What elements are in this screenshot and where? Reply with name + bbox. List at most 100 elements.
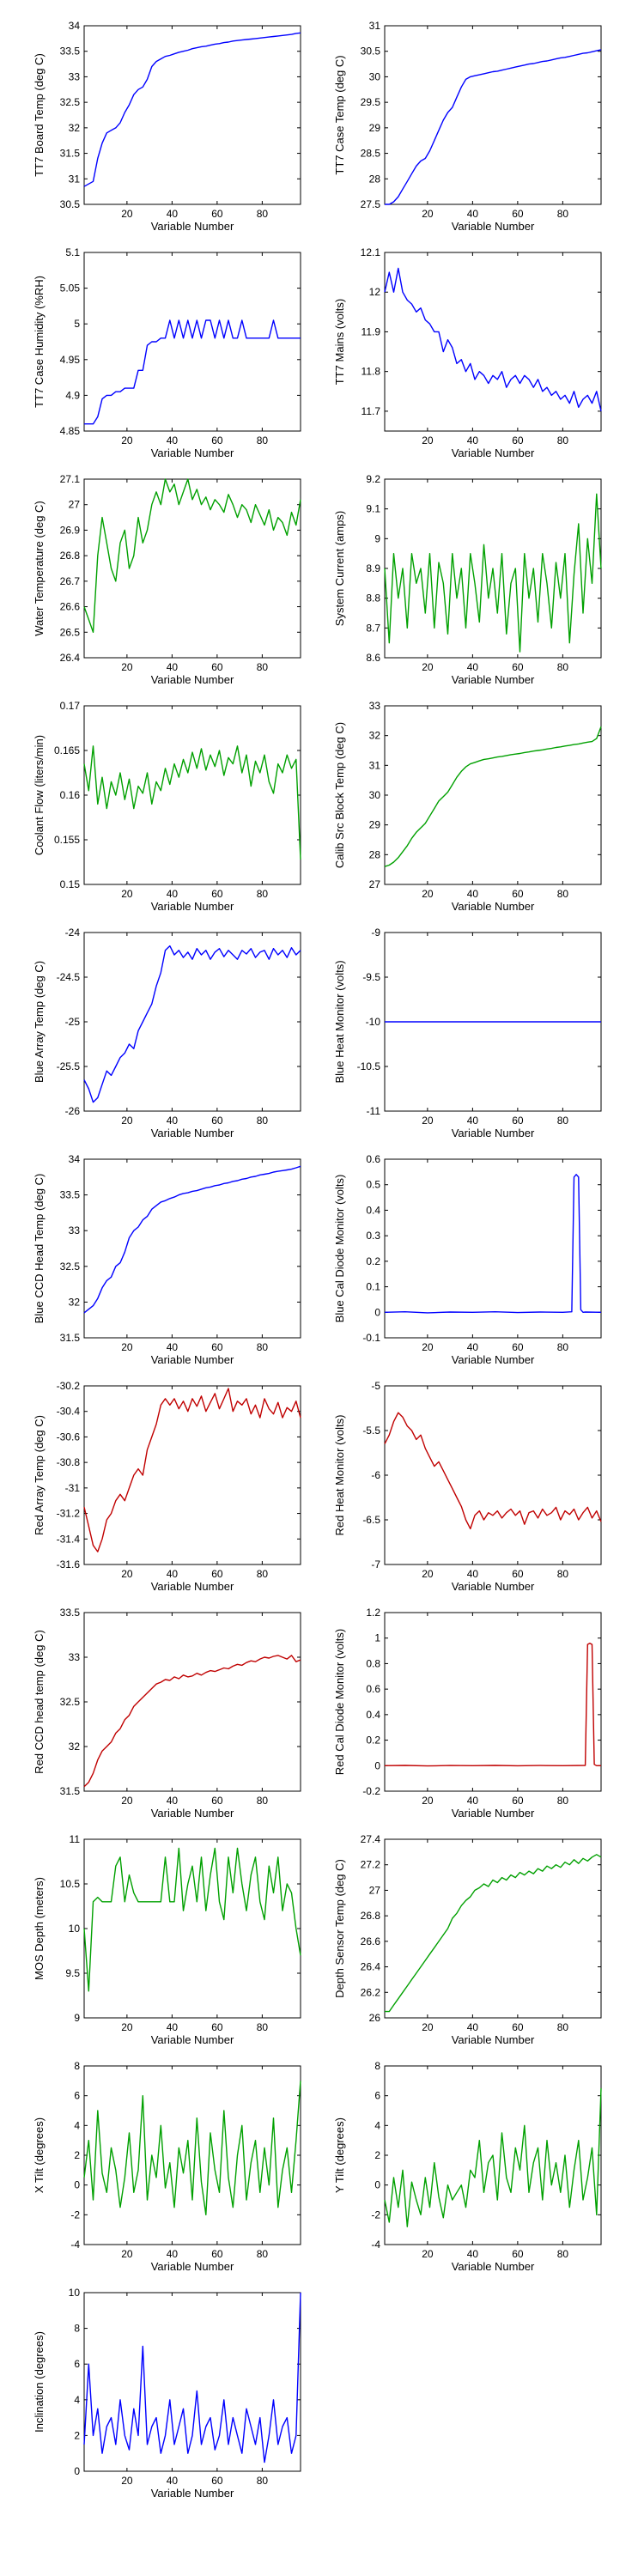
- x-tick-label: 40: [167, 2248, 179, 2260]
- x-tick-label: 40: [467, 2248, 479, 2260]
- series-line: [83, 1165, 301, 1314]
- plot-frame: [83, 2292, 301, 2472]
- plot-frame: [83, 2065, 301, 2245]
- y-tick-label: -10: [366, 1016, 381, 1028]
- y-tick-label: 8: [74, 2323, 80, 2335]
- plot-frame: [384, 1838, 602, 2019]
- x-tick-label: 60: [211, 1795, 223, 1807]
- x-tick-label: 80: [557, 1341, 569, 1353]
- y-tick-label: 30.5: [361, 46, 381, 58]
- chart-1: 20 40 60 80 30.5 31 31.5 32 32.5 33 33.5 34 Variable…: [33, 20, 301, 233]
- y-tick-label: 8.9: [366, 562, 380, 574]
- y-tick-label: -24: [65, 927, 81, 939]
- plot-frame: [83, 1385, 301, 1565]
- y-tick-label: 27.1: [60, 473, 81, 485]
- y-tick-label: 8: [74, 2060, 80, 2072]
- x-tick-label: 60: [211, 1341, 223, 1353]
- y-tick-label: -30.2: [57, 1380, 81, 1392]
- y-tick-label: 34: [69, 20, 81, 32]
- x-tick-label: 20: [422, 2021, 434, 2033]
- y-tick-label: 10: [69, 2287, 81, 2299]
- y-tick-label: 0: [374, 2179, 380, 2191]
- y-tick-label: -30.8: [57, 1456, 81, 1468]
- x-tick-label: 20: [121, 1341, 133, 1353]
- y-tick-label: 32: [69, 122, 81, 134]
- y-tick-label: 30: [369, 789, 381, 801]
- series-line: [83, 1847, 301, 1992]
- y-tick-label: 11.8: [361, 366, 381, 378]
- y-axis-label: TT7 Case Temp (deg C): [333, 55, 346, 174]
- x-tick-label: 20: [121, 888, 133, 900]
- plot-frame: [83, 1158, 301, 1339]
- x-tick-label: 60: [512, 1341, 524, 1353]
- y-tick-label: 0.2: [366, 1735, 380, 1747]
- x-tick-label: 20: [121, 1795, 133, 1807]
- y-tick-label: 1.2: [366, 1607, 380, 1619]
- x-axis-label: Variable Number: [151, 2033, 234, 2046]
- x-tick-label: 20: [422, 2248, 434, 2260]
- y-tick-label: 0.6: [366, 1683, 380, 1695]
- y-tick-label: 1: [374, 1632, 380, 1644]
- y-axis-label: Blue Array Temp (deg C): [33, 961, 46, 1083]
- y-tick-label: 33: [69, 1224, 81, 1236]
- x-tick-label: 20: [422, 661, 434, 673]
- y-tick-label: 0: [374, 1759, 380, 1771]
- y-tick-label: 26.8: [361, 1910, 381, 1922]
- x-axis-label: Variable Number: [151, 2260, 234, 2273]
- y-tick-label: 8.8: [366, 592, 380, 605]
- plot-frame: [384, 1158, 602, 1339]
- y-tick-label: -4: [371, 2239, 380, 2251]
- y-tick-label: -31.4: [57, 1533, 81, 1545]
- y-tick-label: 11.9: [361, 325, 381, 337]
- x-tick-label: 40: [167, 888, 179, 900]
- y-tick-label: 32.5: [60, 1696, 81, 1708]
- series-line: [384, 493, 602, 653]
- series-line: [384, 1412, 602, 1530]
- x-tick-label: 80: [257, 1115, 269, 1127]
- x-tick-label: 60: [512, 208, 524, 220]
- y-tick-label: -31.2: [57, 1508, 81, 1520]
- x-tick-label: 20: [121, 2248, 133, 2260]
- y-tick-label: 5.05: [60, 283, 81, 295]
- x-tick-label: 20: [422, 1568, 434, 1580]
- x-axis-label: Variable Number: [452, 1127, 535, 1139]
- y-tick-label: 30: [369, 70, 381, 82]
- series-line: [83, 2292, 301, 2464]
- chart-21: 20 40 60 80 0 2 4 6 8 10 Variable Number Inclinatio…: [33, 2287, 301, 2500]
- y-tick-label: 26.9: [60, 524, 81, 536]
- y-axis-label: Depth Sensor Temp (deg C): [333, 1859, 346, 1998]
- y-tick-label: -25.5: [57, 1060, 81, 1072]
- y-tick-label: -24.5: [57, 971, 81, 983]
- chart-2: 20 40 60 80 27.5 28 28.5 29 29.5 30 30.5 31 Variable…: [333, 20, 602, 233]
- y-axis-label: Blue Heat Monitor (volts): [333, 960, 346, 1083]
- series-line: [384, 1174, 602, 1314]
- series-line: [83, 945, 301, 1103]
- y-tick-label: 8.6: [366, 652, 380, 664]
- chart-4: 20 40 60 80 11.7 11.8 11.9 12 12.1 Variable Numbe…: [333, 246, 602, 459]
- y-tick-label: 28: [369, 173, 381, 185]
- x-tick-label: 60: [512, 2021, 524, 2033]
- y-tick-label: 0.6: [366, 1153, 380, 1165]
- x-tick-label: 80: [557, 661, 569, 673]
- chart-18: 20 40 60 80 26 26.2 26.4 26.6 26.8 27 27.2 27.4 Vari…: [333, 1833, 602, 2046]
- x-tick-label: 80: [557, 2021, 569, 2033]
- x-tick-label: 40: [467, 2021, 479, 2033]
- x-axis-label: Variable Number: [151, 2487, 234, 2500]
- y-tick-label: 9.1: [366, 503, 380, 515]
- x-tick-label: 60: [512, 434, 524, 447]
- y-tick-label: 5.1: [65, 246, 80, 258]
- y-axis-label: Blue CCD Head Temp (deg C): [33, 1174, 46, 1324]
- y-tick-label: 33.5: [60, 1189, 81, 1201]
- y-tick-label: 27.4: [361, 1833, 381, 1845]
- y-tick-label: 31.5: [60, 1332, 81, 1344]
- y-tick-label: 11: [70, 1833, 81, 1845]
- y-tick-label: 2: [374, 2149, 380, 2161]
- x-tick-label: 80: [557, 2248, 569, 2260]
- x-tick-label: 80: [257, 888, 269, 900]
- y-tick-label: 27: [369, 1884, 381, 1896]
- plot-frame: [384, 25, 602, 205]
- y-tick-label: 0.16: [60, 789, 81, 801]
- x-tick-label: 60: [211, 2475, 223, 2487]
- x-tick-label: 80: [257, 2248, 269, 2260]
